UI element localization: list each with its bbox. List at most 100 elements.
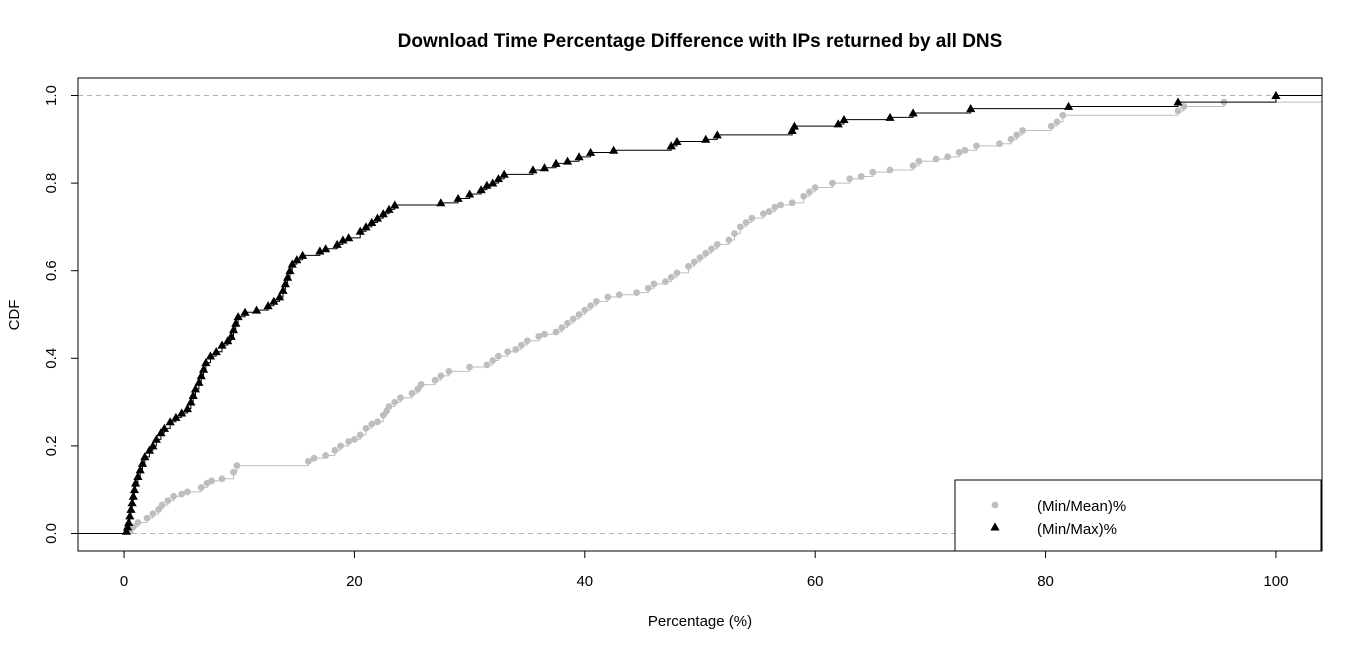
data-point <box>581 306 589 314</box>
data-point <box>283 272 293 281</box>
data-point <box>251 305 262 314</box>
data-point <box>130 478 141 487</box>
legend: (Min/Mean)% (Min/Max)% <box>954 479 1322 552</box>
data-point <box>482 180 492 189</box>
data-point <box>662 278 669 286</box>
data-point <box>190 384 201 393</box>
series-step-line <box>78 95 1322 534</box>
data-point <box>1059 111 1067 119</box>
series-step-line <box>78 101 1322 534</box>
data-point <box>787 125 797 135</box>
data-point <box>725 236 733 244</box>
data-point <box>765 208 773 215</box>
data-point <box>218 475 226 483</box>
data-point <box>633 289 641 297</box>
x-tick-label: 60 <box>807 573 824 590</box>
data-point <box>134 519 142 526</box>
data-point <box>771 203 779 211</box>
data-point <box>356 431 364 439</box>
data-point <box>230 468 237 476</box>
y-axis: 0.0 0.2 0.4 0.6 0.8 1.0 <box>43 85 79 544</box>
legend-marker-min-mean <box>991 501 999 509</box>
data-point <box>228 325 239 334</box>
data-point <box>552 328 560 336</box>
data-point <box>196 371 206 380</box>
data-point <box>539 163 550 172</box>
data-point <box>996 140 1003 148</box>
data-point <box>644 284 652 292</box>
data-point <box>201 358 211 367</box>
data-point <box>961 146 969 154</box>
data-point <box>164 497 172 505</box>
legend-marker <box>990 522 1000 531</box>
data-point <box>378 209 388 218</box>
x-tick-label: 0 <box>120 573 128 590</box>
x-tick-label: 80 <box>1037 573 1054 590</box>
data-point <box>223 336 233 345</box>
data-point <box>476 185 486 194</box>
data-point <box>384 204 394 213</box>
data-point <box>1013 131 1021 139</box>
data-point <box>367 217 377 226</box>
data-point <box>170 492 178 500</box>
data-point <box>650 280 658 288</box>
data-point <box>338 235 348 244</box>
data-point <box>518 341 525 349</box>
data-point <box>465 189 475 198</box>
data-point <box>159 423 169 432</box>
data-point <box>124 517 134 526</box>
data-point <box>731 230 738 237</box>
data-point <box>431 376 439 384</box>
y-tick-label: 0.6 <box>43 260 60 281</box>
data-point <box>846 175 854 183</box>
data-point <box>800 192 808 200</box>
data-point <box>1173 97 1183 106</box>
data-point <box>385 403 393 410</box>
y-tick-label: 0.4 <box>43 348 60 369</box>
data-point <box>304 457 312 465</box>
data-point <box>1019 127 1026 134</box>
data-point <box>696 254 704 261</box>
data-point <box>748 214 756 222</box>
legend-marker-min-max <box>990 522 1000 531</box>
reference-lines <box>78 95 1322 534</box>
data-point <box>437 372 445 380</box>
data-point <box>528 165 538 174</box>
data-point <box>274 292 285 301</box>
data-point <box>205 351 216 360</box>
data-point <box>133 471 143 480</box>
data-point <box>885 112 895 121</box>
data-point <box>355 226 365 235</box>
data-point <box>672 136 682 145</box>
data-point <box>575 311 583 318</box>
data-point <box>231 318 241 327</box>
legend-marker <box>991 501 999 509</box>
data-point <box>263 301 273 310</box>
data-point <box>615 291 623 299</box>
data-point <box>1063 101 1074 110</box>
data-point <box>372 213 383 222</box>
data-point <box>278 285 288 294</box>
data-point <box>390 200 400 209</box>
data-point <box>587 302 594 310</box>
y-axis-label: CDF <box>6 300 23 331</box>
data-point <box>129 485 140 494</box>
legend-label-min-max: (Min/Max)% <box>1037 521 1117 538</box>
data-point <box>869 168 877 176</box>
data-point <box>489 357 497 364</box>
data-point <box>186 397 196 406</box>
data-point <box>806 188 813 196</box>
data-point <box>177 408 187 417</box>
data-point <box>466 363 474 371</box>
data-point <box>211 347 221 356</box>
data-point <box>833 119 843 128</box>
data-point <box>777 201 785 209</box>
data-point <box>178 490 186 498</box>
data-point <box>188 390 198 399</box>
data-point <box>408 389 416 397</box>
data-point <box>287 259 297 268</box>
data-point <box>574 152 584 161</box>
data-point <box>171 412 181 421</box>
data-point <box>569 315 577 323</box>
data-point <box>909 162 917 169</box>
